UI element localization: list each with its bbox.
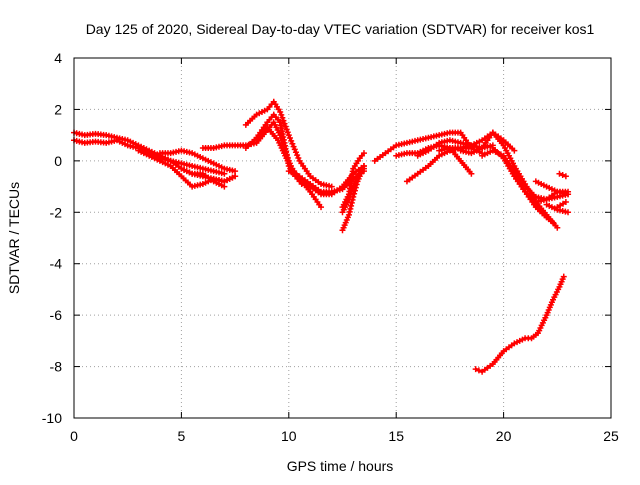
data-point	[472, 366, 479, 373]
data-point	[511, 147, 518, 154]
x-tick-label: 0	[70, 428, 78, 444]
chart-title: Day 125 of 2020, Sidereal Day-to-day VTE…	[86, 21, 595, 37]
data-point	[283, 126, 290, 133]
data-point	[232, 168, 239, 175]
data-point	[565, 191, 572, 198]
data-point	[290, 143, 297, 150]
series-arc-3	[135, 147, 239, 190]
data-point	[286, 135, 293, 141]
y-tick-label: 2	[54, 101, 62, 117]
y-tick-label: -6	[50, 307, 63, 323]
data-point	[232, 173, 239, 180]
data-point	[221, 170, 228, 177]
data-point	[288, 137, 295, 144]
data-point	[289, 140, 296, 147]
grid	[74, 58, 611, 418]
x-tick-label: 25	[603, 428, 619, 444]
data-point	[280, 117, 287, 124]
plot-frame	[73, 57, 612, 419]
data-layer	[71, 98, 572, 375]
y-tick-label: -8	[50, 359, 63, 375]
y-tick-label: 4	[54, 50, 62, 66]
data-point	[284, 129, 291, 136]
y-axis-label: SDTVAR / TECUs	[6, 182, 22, 294]
x-axis-label: GPS time / hours	[287, 458, 394, 474]
y-tick-label: -2	[50, 204, 63, 220]
data-point	[556, 170, 563, 177]
x-tick-label: 10	[281, 428, 297, 444]
series-arc-27	[556, 170, 569, 180]
data-point	[281, 120, 288, 127]
tick-labels: 0 5 10 15 20 25 -10 -8 -6 -4 -2 0 2 4	[42, 50, 619, 444]
series-arc-4	[156, 152, 228, 190]
series-arc-28	[472, 273, 567, 375]
series-arc-7	[242, 98, 335, 190]
data-point	[318, 204, 325, 211]
y-tick-label: 0	[54, 153, 62, 169]
data-point	[292, 149, 299, 156]
data-point	[562, 173, 569, 180]
data-point	[221, 183, 228, 190]
data-point	[554, 224, 561, 231]
data-point	[328, 183, 335, 190]
data-point	[294, 152, 301, 159]
data-point	[278, 111, 285, 118]
series-arc-24	[532, 178, 572, 198]
series-arc-5	[156, 147, 239, 175]
y-tick-label: -4	[50, 256, 63, 272]
x-tick-label: 5	[178, 428, 186, 444]
data-point	[562, 199, 569, 205]
data-point	[279, 114, 286, 121]
data-point	[285, 132, 292, 139]
series-arc-14	[339, 150, 367, 211]
series-trace	[556, 200, 567, 209]
data-point	[560, 273, 567, 280]
data-point	[360, 165, 367, 172]
y-tick-label: -10	[42, 410, 62, 426]
data-point	[559, 172, 566, 178]
data-point	[282, 123, 289, 130]
series-arc-26	[554, 199, 569, 211]
data-point	[291, 146, 298, 153]
data-point	[295, 155, 302, 161]
data-point	[277, 109, 284, 115]
series-arc-23	[511, 173, 557, 226]
series-arc-19	[436, 129, 518, 154]
data-point	[360, 150, 367, 157]
series-trace	[475, 275, 566, 374]
data-point	[475, 367, 482, 374]
axes	[73, 57, 612, 419]
x-tick-label: 15	[388, 428, 404, 444]
data-point	[550, 219, 557, 226]
x-tick-label: 20	[496, 428, 512, 444]
data-point	[565, 209, 572, 216]
data-point	[468, 170, 475, 177]
